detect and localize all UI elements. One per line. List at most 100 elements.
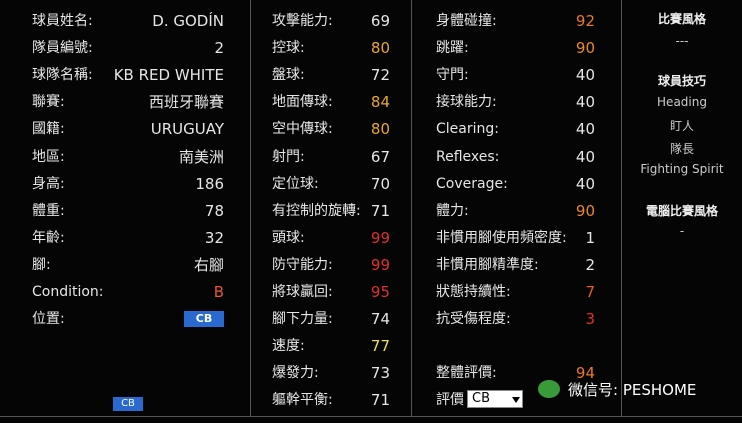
stat-label: 控球:	[272, 40, 305, 57]
stat-label: 地面傳球:	[272, 94, 333, 111]
stat-label: 地區:	[32, 148, 65, 165]
stat-value: 70	[370, 174, 390, 193]
skill: Heading	[657, 95, 707, 109]
stat-value: 78	[204, 201, 224, 220]
stat-label: 爆發力:	[272, 365, 319, 382]
stat-label: Coverage:	[436, 175, 508, 192]
stat-value: 67	[370, 147, 390, 166]
stat-label: Clearing:	[436, 121, 499, 138]
stat-label: 軀幹平衡:	[272, 392, 333, 409]
stat-label: 空中傳球:	[272, 121, 333, 138]
position-badge: CB	[113, 397, 143, 411]
side-title: 球員技巧	[657, 74, 706, 88]
stat-value: 西班牙聯賽	[148, 93, 224, 112]
stat-value: 40	[575, 93, 595, 112]
stat-label: 防守能力:	[272, 256, 333, 273]
stat-label: 整體評價:	[436, 365, 497, 382]
stat-value: 40	[575, 147, 595, 166]
position-badge: CB	[184, 311, 224, 328]
stat-label: 定位球:	[272, 175, 319, 192]
stat-label: 守門:	[436, 67, 469, 84]
stat-label: 抗受傷程度:	[436, 311, 511, 328]
stat-value: B	[213, 283, 224, 301]
stat-label: 身高:	[32, 175, 65, 192]
stat-label: 身體碰撞:	[436, 13, 497, 29]
stat-value: 69	[370, 12, 390, 30]
stat-value: 95	[370, 283, 390, 301]
stat-label: 體力:	[436, 202, 469, 219]
stat-value: D. GODÍN	[152, 12, 224, 30]
stat-value: 92	[575, 12, 595, 30]
stat-label: 將球贏回:	[272, 284, 333, 300]
stat-value: 1	[585, 228, 595, 247]
stat-label: 有控制的旋轉:	[272, 202, 361, 219]
stat-value: 73	[370, 364, 390, 383]
wechat-icon	[538, 380, 560, 398]
stat-label: 腳:	[32, 256, 51, 273]
stat-value: 71	[370, 391, 390, 410]
divider	[411, 0, 412, 416]
stat-label: 速度:	[272, 338, 305, 355]
stat-value: 右腳	[193, 255, 224, 274]
stat-value: KB RED WHITE	[113, 66, 224, 85]
stat-label: 攻擊能力:	[272, 13, 333, 29]
stat-value: 80	[370, 120, 390, 139]
stat-label: Reflexes:	[436, 148, 500, 165]
stat-value: 74	[370, 310, 390, 329]
stat-label: 接球能力:	[436, 94, 497, 111]
stat-label: 年齡:	[32, 229, 65, 246]
stat-value: 99	[370, 228, 390, 247]
stat-value: 40	[575, 120, 595, 139]
stat-label: Condition:	[32, 284, 104, 300]
stat-label: 跳躍:	[436, 40, 469, 57]
skill: 隊長	[669, 141, 694, 156]
watermark: 微信号: PESHOME	[568, 381, 697, 399]
divider	[250, 0, 251, 416]
stat-label: 非慣用腳精準度:	[436, 256, 539, 273]
select-arrow	[512, 397, 520, 404]
stat-value: URUGUAY	[150, 120, 224, 139]
stat-label: 隊員編號:	[32, 40, 93, 57]
stat-value: 2	[585, 255, 595, 274]
stat-label: 國籍:	[32, 121, 65, 138]
stat-label: 頭球:	[272, 229, 305, 246]
stat-label: 盤球:	[272, 67, 305, 84]
stat-label: 評價	[436, 392, 464, 409]
stat-value: 7	[585, 283, 595, 301]
stat-value: 南美洲	[178, 147, 224, 166]
stat-value: 186	[195, 174, 224, 193]
stat-label: 球員姓名:	[32, 13, 93, 29]
stat-value: 2	[214, 39, 224, 58]
stat-label: 腳下力量:	[272, 311, 333, 328]
skill: Fighting Spirit	[640, 161, 724, 176]
stat-label: 球隊名稱:	[32, 67, 93, 84]
side-text: -	[679, 224, 685, 238]
stat-value: 80	[370, 39, 390, 58]
stat-value: 3	[585, 310, 595, 329]
divider	[0, 416, 742, 417]
stat-value: 84	[370, 93, 390, 112]
stat-value: 90	[575, 201, 595, 220]
stat-value: 72	[370, 66, 390, 85]
divider	[621, 0, 622, 416]
rating-select[interactable]: CB	[467, 390, 523, 409]
stat-label: 射門:	[272, 148, 305, 165]
skill: 盯人	[669, 119, 694, 134]
stat-value: 40	[575, 66, 595, 85]
stat-label: 非慣用腳使用頻密度:	[436, 229, 567, 246]
stat-label: 位置:	[32, 311, 65, 328]
stat-value: 94	[575, 364, 595, 383]
stat-value: 90	[575, 39, 595, 58]
side-title: 比賽風格	[657, 12, 706, 26]
stat-label: 聯賽:	[32, 94, 65, 111]
stat-value: 77	[370, 337, 390, 356]
stat-value: 99	[370, 255, 390, 274]
side-text: ---	[675, 34, 689, 48]
stat-value: 40	[575, 174, 595, 193]
side-title: 電腦比賽風格	[645, 204, 718, 218]
stat-value: 71	[370, 201, 390, 220]
stat-value: 32	[204, 228, 224, 247]
stat-label: 狀態持續性:	[436, 284, 511, 300]
stat-label: 體重:	[32, 202, 65, 219]
